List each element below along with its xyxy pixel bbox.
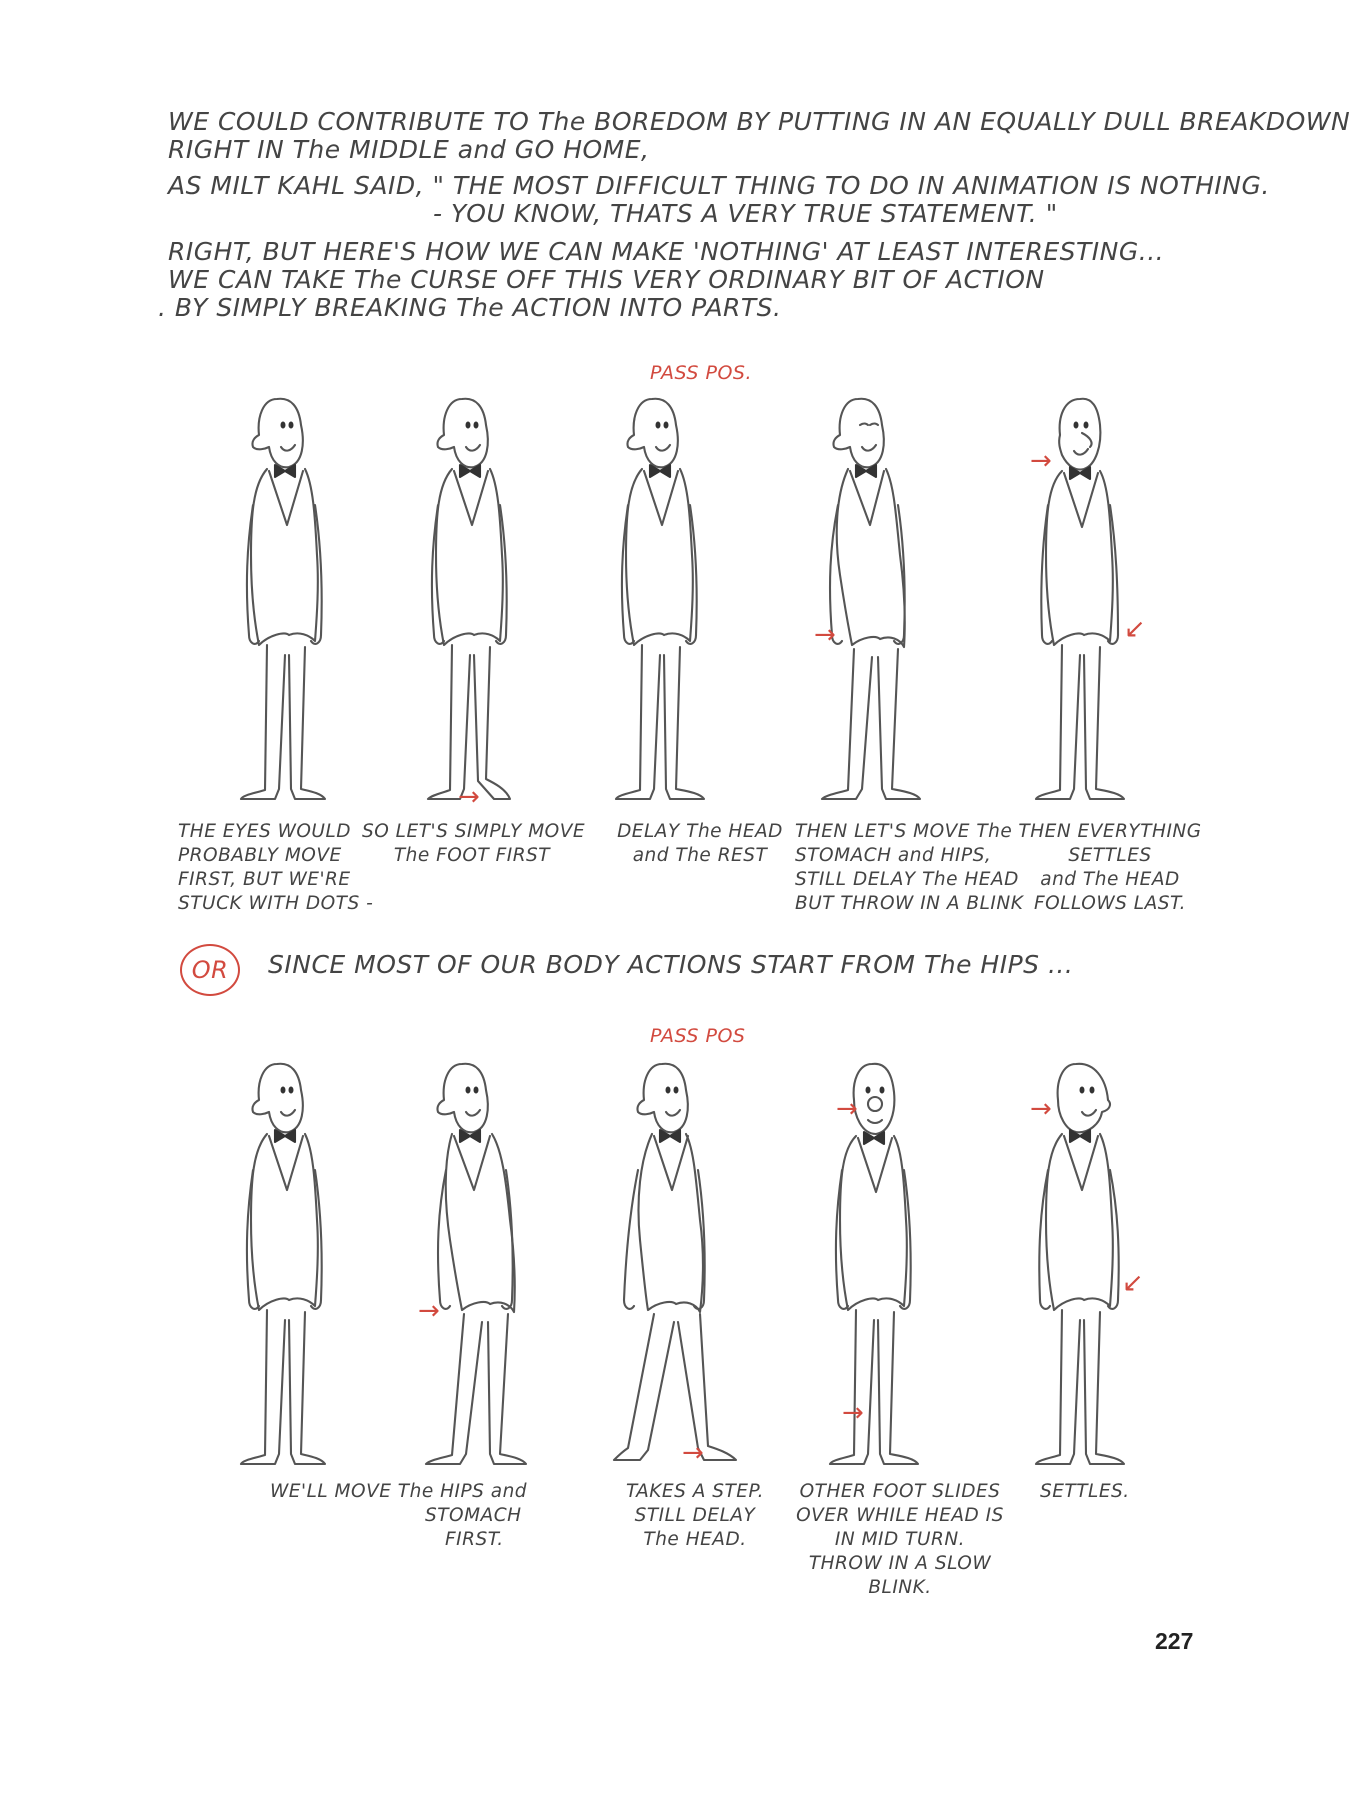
intro-line: . BY SIMPLY BREAKING The ACTION INTO PAR… xyxy=(158,293,782,322)
left-arrow-icon: ↙ xyxy=(1124,614,1146,644)
caption: THEN EVERYTHING SETTLES and The HEAD FOL… xyxy=(1015,820,1205,916)
character-drawing xyxy=(239,397,327,801)
right-arrow-icon: → xyxy=(1030,1094,1052,1124)
intro-line: WE CAN TAKE The CURSE OFF THIS VERY ORDI… xyxy=(168,265,1045,294)
intro-line: AS MILT KAHL SAID, " THE MOST DIFFICULT … xyxy=(168,171,1270,200)
pass-position-label: PASS POS xyxy=(650,1025,746,1047)
caption-line: WE'LL MOVE The HIPS and xyxy=(270,1481,528,1502)
pass-position-label: PASS POS. xyxy=(650,362,753,384)
caption-line: FIRST, BUT WE'RE xyxy=(178,869,351,890)
caption-line: PROBABLY MOVE xyxy=(178,845,342,866)
caption-line: IN MID TURN. xyxy=(834,1529,966,1550)
caption-line: The HEAD. xyxy=(643,1529,747,1550)
character-drawing xyxy=(426,397,512,801)
right-arrow-icon: → xyxy=(418,1296,440,1326)
caption-line: SETTLES. xyxy=(1040,1481,1130,1502)
caption: SO LET'S SIMPLY MOVE The FOOT FIRST xyxy=(362,820,586,868)
or-text: SINCE MOST OF OUR BODY ACTIONS START FRO… xyxy=(268,950,1074,979)
caption-line: and The REST xyxy=(632,845,768,866)
caption: THEN LET'S MOVE The STOMACH and HIPS, ST… xyxy=(795,820,1023,916)
caption-line: STOMACH xyxy=(425,1505,522,1526)
caption-line: BUT THROW IN A BLINK xyxy=(795,893,1024,914)
caption-line: STOMACH and HIPS, xyxy=(795,845,992,866)
caption-line: SO LET'S SIMPLY MOVE xyxy=(362,821,586,842)
intro-text: WE COULD CONTRIBUTE TO The BOREDOM BY PU… xyxy=(158,107,1351,322)
right-arrow-icon: → xyxy=(458,782,480,812)
caption: WE'LL MOVE The HIPS and STOMACH FIRST. xyxy=(270,1480,560,1552)
caption-line: BLINK. xyxy=(868,1577,932,1598)
caption-line: STILL DELAY The HEAD xyxy=(795,869,1019,890)
page-number: 227 xyxy=(1155,1628,1194,1654)
caption-line: STILL DELAY xyxy=(634,1505,756,1526)
right-arrow-icon: → xyxy=(814,620,836,650)
caption: DELAY The HEAD and The REST xyxy=(615,820,785,868)
caption-line: DELAY The HEAD xyxy=(617,821,783,842)
caption-line: SETTLES xyxy=(1068,845,1152,866)
caption-line: THE EYES WOULD xyxy=(178,821,352,842)
right-arrow-icon: → xyxy=(682,1438,704,1468)
character-drawing xyxy=(828,1062,920,1466)
caption: THE EYES WOULD PROBABLY MOVE FIRST, BUT … xyxy=(178,820,373,916)
right-arrow-icon: → xyxy=(836,1094,858,1124)
left-arrow-icon: ↙ xyxy=(1122,1268,1144,1298)
character-drawing xyxy=(612,1062,738,1462)
character-drawing xyxy=(424,1062,528,1466)
caption-line: OVER WHILE HEAD IS xyxy=(796,1505,1004,1526)
caption: TAKES A STEP. STILL DELAY The HEAD. xyxy=(610,1480,780,1552)
caption: SETTLES. xyxy=(1040,1480,1130,1504)
character-drawing xyxy=(1034,1062,1126,1466)
caption-line: STUCK WITH DOTS - xyxy=(178,893,374,914)
character-drawing xyxy=(1034,397,1126,801)
caption-line: FOLLOWS LAST. xyxy=(1034,893,1186,914)
or-circle-label: OR xyxy=(180,944,240,996)
right-arrow-icon: → xyxy=(1030,446,1052,476)
intro-line: RIGHT, BUT HERE'S HOW WE CAN MAKE 'NOTHI… xyxy=(168,237,1165,266)
intro-line: RIGHT IN The MIDDLE and GO HOME, xyxy=(168,135,650,164)
right-arrow-icon: → xyxy=(842,1398,864,1428)
caption: OTHER FOOT SLIDES OVER WHILE HEAD IS IN … xyxy=(790,1480,1010,1600)
caption-line: and The HEAD xyxy=(1040,869,1180,890)
intro-line: WE COULD CONTRIBUTE TO The BOREDOM BY PU… xyxy=(168,107,1351,136)
character-drawing xyxy=(614,397,706,801)
character-drawing xyxy=(820,397,922,801)
caption-line: THROW IN A SLOW xyxy=(808,1553,992,1574)
intro-line: - YOU KNOW, THATS A VERY TRUE STATEMENT.… xyxy=(433,199,1058,228)
caption-line: THEN EVERYTHING xyxy=(1018,821,1202,842)
caption-line: OTHER FOOT SLIDES xyxy=(799,1481,1001,1502)
caption-line: The FOOT FIRST xyxy=(393,845,551,866)
caption-line: TAKES A STEP. xyxy=(626,1481,764,1502)
caption-line: THEN LET'S MOVE The xyxy=(795,821,1013,842)
caption-line: FIRST. xyxy=(445,1529,504,1550)
character-drawing xyxy=(239,1062,327,1466)
